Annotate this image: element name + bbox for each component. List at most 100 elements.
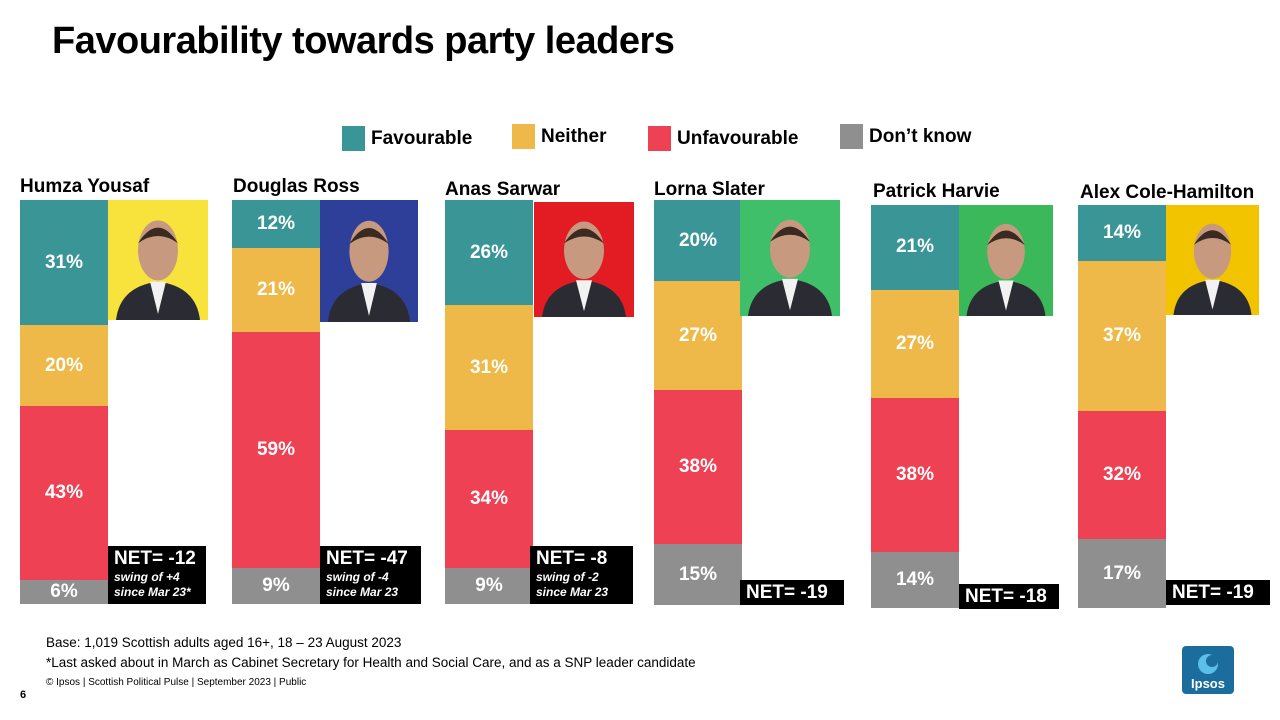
leader-photo: [740, 200, 840, 316]
net-swing-label: since Mar 23: [326, 585, 399, 599]
bar-segment-dont-know: 17%: [1078, 539, 1166, 608]
legend-item-unfavourable: Unfavourable: [648, 126, 798, 151]
net-score-label: NET= -8: [536, 548, 608, 569]
bar-value-label: 20%: [678, 229, 718, 251]
legend-label: Favourable: [371, 127, 473, 149]
bar-segment-dont-know: 15%: [654, 544, 742, 605]
net-score-box: NET= -18: [959, 584, 1059, 609]
bar-value-label: 26%: [469, 241, 509, 263]
bar-value-label: 38%: [678, 456, 718, 478]
bar-segment-neither: 37%: [1078, 261, 1166, 411]
bar-value-label: 31%: [44, 251, 84, 273]
legend-swatch: [648, 126, 671, 151]
leader-photo: [1166, 205, 1259, 315]
bar-value-label: 15%: [678, 563, 718, 585]
bar-segment-favourable: 14%: [1078, 205, 1166, 262]
page-number: 6: [20, 689, 27, 701]
net-score-box: NET= -19: [1166, 580, 1270, 605]
bar-segment-favourable: 21%: [871, 205, 959, 290]
bar-segment-dont-know: 14%: [871, 551, 959, 608]
net-swing-label: since Mar 23*: [114, 585, 191, 599]
legend-label: Don’t know: [869, 125, 972, 147]
bar-segment-neither: 21%: [232, 248, 320, 332]
leader-photo: [320, 200, 418, 322]
bar-segment-dont-know: 9%: [232, 568, 320, 604]
bar-value-label: 14%: [895, 568, 935, 590]
legend-swatch: [342, 126, 365, 151]
net-score-box: NET= -8 swing of -2 since Mar 23: [530, 546, 633, 604]
bar-value-label: 27%: [895, 333, 935, 355]
bar-value-label: 32%: [1102, 463, 1142, 485]
person-silhouette-icon: [1173, 223, 1252, 315]
bar-segment-neither: 31%: [445, 305, 533, 431]
legend-label: Unfavourable: [677, 127, 799, 149]
net-swing-label: swing of -2: [536, 570, 599, 584]
bar-segment-unfavourable: 34%: [445, 430, 533, 568]
ipsos-logo: Ipsos: [1182, 646, 1234, 694]
page-title: Favourability towards party leaders: [52, 20, 675, 62]
logo-text: Ipsos: [1191, 676, 1225, 691]
net-score-label: NET= -19: [1172, 582, 1254, 603]
person-silhouette-icon: [966, 223, 1046, 316]
legend-swatch: [840, 124, 863, 149]
leader-name: Anas Sarwar: [445, 179, 561, 200]
person-silhouette-icon: [748, 219, 832, 316]
legend-item-neither: Neither: [512, 124, 606, 149]
bar-segment-favourable: 20%: [654, 200, 742, 281]
legend-item-dont-know: Don’t know: [840, 124, 971, 149]
bar-value-label: 20%: [44, 354, 84, 376]
bar-segment-unfavourable: 43%: [20, 406, 108, 580]
leader-photo: [108, 200, 208, 320]
bar-segment-dont-know: 6%: [20, 579, 108, 604]
bar-value-label: 17%: [1102, 562, 1142, 584]
legend-swatch: [512, 124, 535, 149]
bar-segment-unfavourable: 59%: [232, 332, 320, 568]
net-swing-label: since Mar 23: [536, 585, 609, 599]
bar-segment-dont-know: 9%: [445, 567, 533, 604]
footer-copyright: © Ipsos | Scottish Political Pulse | Sep…: [46, 677, 307, 688]
bar-segment-neither: 27%: [654, 281, 742, 391]
bar-value-label: 9%: [262, 575, 290, 596]
bar-segment-unfavourable: 38%: [871, 398, 959, 552]
bar-value-label: 34%: [469, 487, 509, 509]
net-score-label: NET= -18: [965, 586, 1047, 607]
net-score-label: NET= -47: [326, 548, 408, 569]
footer-note: *Last asked about in March as Cabinet Se…: [46, 655, 696, 670]
bar-value-label: 12%: [256, 213, 296, 234]
bar-value-label: 9%: [475, 574, 503, 596]
leader-name: Humza Yousaf: [20, 176, 150, 197]
legend-item-favourable: Favourable: [342, 126, 472, 151]
net-score-box: NET= -47 swing of -4 since Mar 23: [320, 546, 421, 604]
net-score-label: NET= -19: [746, 582, 828, 603]
bar-value-label: 43%: [44, 481, 84, 503]
bar-value-label: 21%: [256, 279, 296, 300]
leader-photo: [534, 202, 634, 317]
bar-value-label: 21%: [895, 236, 935, 258]
bar-value-label: 37%: [1102, 324, 1142, 346]
person-silhouette-icon: [327, 220, 411, 322]
net-swing-label: swing of +4: [114, 570, 180, 584]
bar-value-label: 38%: [895, 464, 935, 485]
leader-photo: [959, 205, 1053, 316]
leader-name: Alex Cole-Hamilton: [1080, 182, 1255, 203]
net-score-box: NET= -12 swing of +4 since Mar 23*: [108, 546, 206, 604]
legend-label: Neither: [541, 125, 607, 147]
bar-value-label: 27%: [678, 324, 718, 346]
bar-segment-neither: 20%: [20, 325, 108, 407]
person-silhouette-icon: [542, 221, 626, 317]
leader-name: Lorna Slater: [654, 179, 765, 200]
net-swing-label: swing of -4: [326, 570, 389, 584]
footer-base: Base: 1,019 Scottish adults aged 16+, 18…: [46, 635, 402, 650]
bar-segment-neither: 27%: [871, 289, 959, 399]
bar-segment-favourable: 26%: [445, 200, 533, 306]
bar-value-label: 59%: [256, 439, 296, 460]
leader-name: Patrick Harvie: [873, 181, 1000, 202]
person-silhouette-icon: [116, 220, 200, 320]
net-score-label: NET= -12: [114, 548, 196, 569]
leader-name: Douglas Ross: [233, 176, 360, 197]
bar-segment-favourable: 31%: [20, 200, 108, 326]
bar-segment-unfavourable: 38%: [654, 390, 742, 545]
bar-value-label: 31%: [469, 356, 509, 378]
bar-segment-favourable: 12%: [232, 200, 320, 248]
bar-segment-unfavourable: 32%: [1078, 410, 1166, 540]
